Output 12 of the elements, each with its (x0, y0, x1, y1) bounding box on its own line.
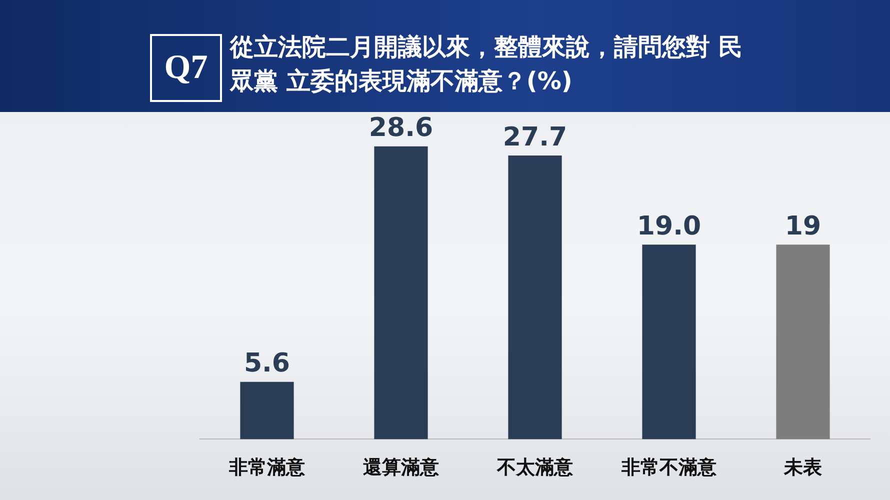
text: Q7 (150, 34, 222, 102)
chart-title: 從立法院二月開議以來，整體來說，請問您對 民眾黨 立委的表現滿不滿意？(%) (230, 32, 744, 97)
data-label: 27.7 (502, 122, 568, 152)
data-label: 19.0 (636, 211, 702, 242)
x-tick-label: 不太滿意 (496, 456, 574, 479)
x-tick-label: 非常不滿意 (620, 456, 718, 479)
data-label: 19 (784, 211, 822, 242)
x-tick-label: 非常滿意 (228, 456, 306, 479)
data-label: 28.6 (368, 113, 434, 144)
x-tick-label: 未表 (783, 456, 823, 479)
x-tick-label: 還算滿意 (363, 456, 440, 479)
data-label: 5.6 (244, 348, 290, 379)
